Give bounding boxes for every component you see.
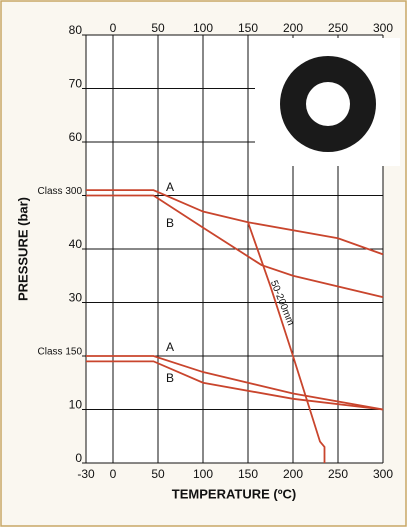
x-tick-label: 50 <box>151 467 165 481</box>
x-tick-label: 100 <box>193 467 213 481</box>
y-tick-label: 30 <box>69 291 83 305</box>
x-tick-label: 250 <box>328 467 348 481</box>
x-tick-label: 0 <box>110 467 117 481</box>
x-tick-label: 150 <box>238 467 258 481</box>
x-tick-label: -30 <box>77 467 95 481</box>
y-tick-label: Class 150 <box>38 347 83 358</box>
y-tick-label: 60 <box>69 130 83 144</box>
y-tick-label: Class 300 <box>38 186 83 197</box>
top-tick-label: 50 <box>151 21 165 35</box>
y-tick-label: 40 <box>69 237 83 251</box>
top-tick-label: 300 <box>373 21 393 35</box>
top-tick-label: 0 <box>110 21 117 35</box>
x-axis-label: TEMPERATURE (ºC) <box>172 486 296 501</box>
y-axis-label: PRESSURE (bar) <box>15 197 30 301</box>
y-tick-label: 0 <box>75 451 82 465</box>
top-tick-label: 200 <box>283 21 303 35</box>
x-tick-label: 300 <box>373 467 393 481</box>
top-tick-label: 100 <box>193 21 213 35</box>
top-tick-label: 250 <box>328 21 348 35</box>
series-label: B <box>166 371 174 385</box>
gasket-hole <box>306 82 350 126</box>
chart: PRESSURE (bar) TEMPERATURE (ºC) 0 10 Class… <box>0 0 407 527</box>
x-tick-label: 200 <box>283 467 303 481</box>
series-label: B <box>166 216 174 230</box>
series-label: A <box>166 340 174 354</box>
y-tick-label: 70 <box>69 77 83 91</box>
y-tick-label: 80 <box>69 23 83 37</box>
y-tick-label: 10 <box>69 398 83 412</box>
top-tick-label: 150 <box>238 21 258 35</box>
series-label: A <box>166 180 174 194</box>
